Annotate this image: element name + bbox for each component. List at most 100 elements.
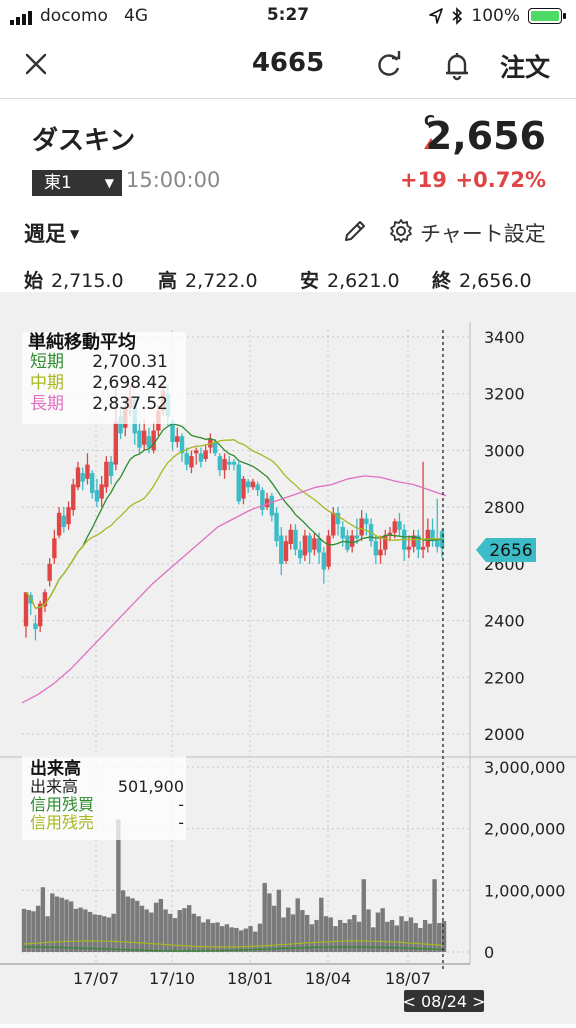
x-tick-label: 18/07	[385, 969, 431, 988]
candle	[293, 529, 298, 550]
pencil-icon[interactable]	[342, 218, 368, 244]
price-tick-label: 2400	[484, 612, 525, 631]
chart-controls: 週足 ▼ チャート設定	[0, 206, 576, 254]
volume-bar	[328, 917, 333, 952]
candle	[184, 453, 189, 465]
candle	[89, 473, 95, 493]
close-icon[interactable]	[20, 48, 52, 80]
volume-bar	[97, 915, 102, 952]
volume-bar	[40, 887, 46, 952]
current-price-tag	[476, 538, 536, 562]
quote-time: 15:00:00	[126, 168, 221, 192]
candle	[245, 481, 251, 488]
ma-legend-bg	[22, 332, 186, 424]
price-chart[interactable]: 340032003000280026002400220020003,000,00…	[0, 292, 576, 1024]
candle	[331, 512, 336, 536]
volume-bar	[172, 918, 178, 952]
candle	[146, 436, 152, 448]
candle	[236, 464, 241, 502]
volume-ma-line	[23, 940, 445, 948]
volume-bar	[413, 923, 418, 952]
volume-bar	[385, 921, 390, 952]
volume-bar	[21, 908, 27, 952]
volume-label: 出来高	[30, 777, 78, 796]
candle	[420, 546, 426, 550]
volume-bar	[139, 905, 145, 952]
ma-mid-line	[25, 439, 443, 610]
market-select[interactable]: 東1 ▼	[32, 170, 122, 196]
candle	[279, 535, 284, 564]
volume-bar	[342, 923, 348, 952]
candle	[231, 461, 237, 465]
volume-bar	[238, 930, 244, 952]
battery-percent: 100%	[471, 6, 520, 26]
volume-bar	[210, 923, 215, 952]
chart-area[interactable]: 3400 3200 3000 2800 2600 2400 2200 2000 3,000,00…	[0, 292, 576, 1024]
volume-bar	[271, 905, 277, 952]
candle	[66, 507, 71, 525]
volume-value: 501,900	[118, 777, 184, 796]
volume-bar	[78, 907, 83, 952]
candle	[260, 490, 265, 510]
volume-bar	[26, 910, 31, 952]
volume-tick-label: 0	[484, 943, 494, 962]
location-icon	[429, 8, 444, 24]
volume-bar	[394, 925, 400, 952]
volume-bar	[59, 897, 64, 952]
candle	[316, 538, 322, 553]
cursor-date-label: < 08/24 >	[402, 992, 485, 1011]
volume-bar	[111, 913, 116, 952]
ma-long-label: 長期	[30, 394, 64, 414]
volume-bar	[375, 912, 381, 952]
volume-bar	[441, 921, 447, 952]
volume-bar	[130, 898, 135, 952]
volume-bar	[153, 902, 159, 952]
ma-legend-title: 単純移動平均	[28, 331, 136, 353]
status-bar: docomo 4G 5:27 100%	[0, 0, 576, 34]
bell-icon[interactable]	[440, 48, 474, 82]
volume-bar	[314, 919, 319, 952]
volume-bar	[281, 917, 286, 952]
volume-bar	[92, 914, 97, 952]
volume-bar	[120, 890, 126, 952]
volume-bar	[182, 908, 187, 952]
candle	[33, 623, 38, 630]
candle	[118, 416, 123, 434]
candle	[217, 456, 223, 471]
chart-settings-button[interactable]: チャート設定	[420, 222, 546, 246]
candle	[255, 484, 260, 491]
volume-bar	[253, 931, 258, 952]
candle	[288, 529, 293, 545]
chevron-down-icon: ▼	[104, 176, 114, 190]
volume-bar	[73, 908, 79, 952]
x-tick-label: 17/10	[149, 969, 195, 988]
candle	[302, 535, 308, 556]
volume-tick-label: 2,000,000	[484, 820, 565, 839]
candle	[212, 441, 218, 454]
price-tick-label: 2000	[484, 725, 525, 744]
cursor-date-badge[interactable]	[404, 990, 484, 1012]
volume-bar	[437, 923, 442, 952]
volume-bar	[215, 922, 220, 952]
gear-icon[interactable]	[388, 218, 414, 244]
volume-bar	[125, 896, 131, 952]
candle	[264, 498, 270, 508]
period-select[interactable]: 週足 ▼	[24, 218, 79, 248]
volume-bar	[177, 910, 182, 952]
order-button[interactable]: 注文	[500, 53, 551, 82]
volume-bar	[83, 909, 88, 952]
volume-bar	[333, 926, 338, 952]
volume-bar	[163, 909, 168, 952]
candle	[430, 529, 435, 542]
candle	[269, 495, 275, 516]
candle	[340, 526, 345, 539]
price-tick-label: 3000	[484, 441, 525, 460]
volume-bar	[389, 919, 395, 952]
ohlc-high: 高 2,722.0	[158, 270, 258, 292]
volume-bar	[257, 923, 263, 952]
candle	[71, 484, 76, 510]
volume-bar	[168, 913, 173, 952]
volume-bar	[64, 899, 69, 952]
volume-bar	[427, 923, 433, 952]
reload-icon[interactable]	[372, 48, 406, 82]
